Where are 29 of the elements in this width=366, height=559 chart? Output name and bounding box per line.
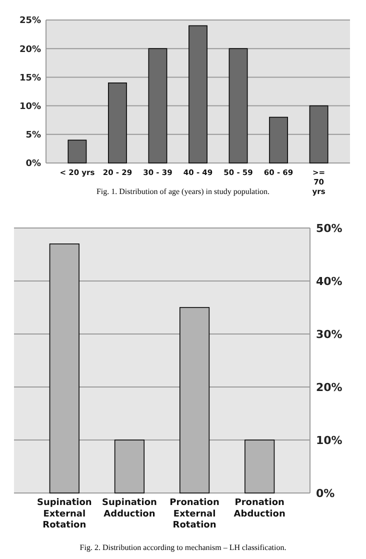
y-tick-label: 15%	[19, 73, 41, 84]
y-tick-label: 20%	[316, 380, 342, 394]
y-tick-label: 50%	[316, 222, 342, 235]
y-tick-label: 0%	[26, 159, 41, 170]
bar	[228, 48, 248, 164]
y-tick-label: 5%	[26, 130, 41, 141]
bar	[309, 105, 328, 164]
caption: Fig. 2. Distribution according to mechanism – LH classification.	[80, 543, 286, 552]
caption: Fig. 1. Distribution of age (years) in study population.	[96, 187, 270, 196]
y-tick-label: 10%	[19, 102, 41, 112]
bar	[114, 440, 145, 494]
bar	[269, 116, 288, 164]
bar	[148, 48, 168, 164]
bar	[108, 82, 127, 164]
x-tick-label: Pronation Abduction	[234, 498, 286, 520]
y-tick-label: 20%	[19, 44, 41, 55]
x-tick-label: Pronation External Rotation	[170, 498, 220, 530]
y-tick-label: 40%	[316, 274, 342, 288]
bar	[49, 244, 80, 494]
y-tick-label: 0%	[316, 486, 335, 500]
y-tick-label: 10%	[316, 434, 342, 447]
y-tick-label: 25%	[19, 16, 41, 26]
y-tick-label: 30%	[316, 328, 342, 341]
bar	[244, 440, 275, 494]
x-tick-label: Supination Adduction	[102, 498, 157, 520]
x-tick-label: Supination External Rotation	[36, 498, 92, 530]
bar	[179, 307, 210, 494]
bar	[68, 140, 87, 164]
bar	[188, 25, 208, 164]
